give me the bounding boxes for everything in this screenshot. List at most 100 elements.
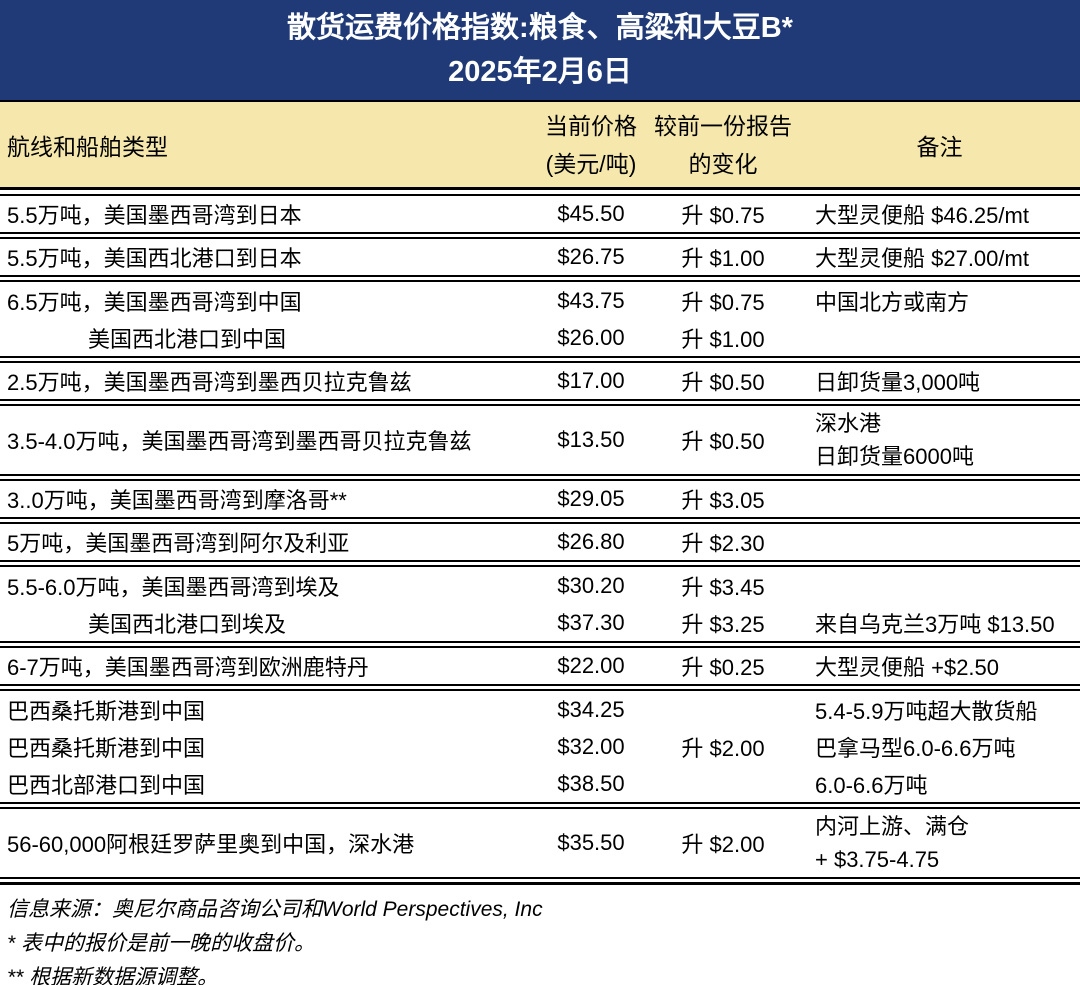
price-cell: $17.00 bbox=[557, 368, 625, 393]
column-header-change: 较前一份报告 的变化 bbox=[647, 107, 799, 183]
route-cell: 巴西北部港口到中国 bbox=[7, 772, 206, 798]
change-cell: 升 $0.25 bbox=[681, 655, 765, 680]
change-cell: 升 $1.00 bbox=[681, 326, 765, 352]
column-header-price: 当前价格 (美元/吨) bbox=[535, 107, 647, 183]
route-cell: 巴西桑托斯港到中国 bbox=[7, 735, 206, 761]
table-row: 美国西北港口到中国 $26.00 升 $1.00 bbox=[0, 319, 1080, 356]
route-group: 3.5-4.0万吨，美国墨西哥湾到墨西哥贝拉克鲁兹 $13.50 升 $0.50… bbox=[0, 404, 1080, 476]
change-cell: 升 $3.05 bbox=[681, 488, 765, 513]
price-cell: $13.50 bbox=[557, 427, 625, 452]
price-cell: $26.75 bbox=[557, 244, 625, 269]
table-row: 巴西桑托斯港到中国 $34.25 5.4-5.9万吨超大散货船 bbox=[0, 691, 1080, 728]
price-cell: $45.50 bbox=[557, 201, 625, 226]
price-cell: $38.50 bbox=[557, 770, 625, 796]
notes-cell: 巴拿马型6.0-6.6万吨 bbox=[815, 735, 1016, 761]
route-group: 5.5万吨，美国墨西哥湾到日本 $45.50 升 $0.75 大型灵便船 $46… bbox=[0, 194, 1080, 234]
price-cell: $30.20 bbox=[557, 572, 625, 598]
price-cell: $26.00 bbox=[557, 324, 625, 350]
note-line: 深水港 bbox=[815, 411, 882, 436]
route-group: 2.5万吨，美国墨西哥湾到墨西贝拉克鲁兹 $17.00 升 $0.50 日卸货量… bbox=[0, 361, 1080, 401]
route-cell: 6.5万吨，美国墨西哥湾到中国 bbox=[7, 289, 302, 315]
route-cell: 6-7万吨，美国墨西哥湾到欧洲鹿特丹 bbox=[7, 655, 369, 680]
table-row: 巴西桑托斯港到中国 $32.00 升 $2.00 巴拿马型6.0-6.6万吨 bbox=[0, 728, 1080, 765]
table-row: 3..0万吨，美国墨西哥湾到摩洛哥** $29.05 升 $3.05 bbox=[0, 481, 1080, 517]
note-line: + $3.75-4.75 bbox=[815, 847, 940, 872]
table-row: 5.5万吨，美国西北港口到日本 $26.75 升 $1.00 大型灵便船 $27… bbox=[0, 239, 1080, 275]
column-header-row: 航线和船舶类型 当前价格 (美元/吨) 较前一份报告 的变化 备注 bbox=[0, 100, 1080, 190]
notes-cell: 内河上游、满仓 + $3.75-4.75 bbox=[799, 810, 1080, 876]
page-title: 散货运费价格指数:粮食、高粱和大豆B* bbox=[287, 12, 793, 44]
route-group: 5.5-6.0万吨，美国墨西哥湾到埃及 $30.20 升 $3.45 美国西北港… bbox=[0, 565, 1080, 643]
route-cell: 5.5万吨，美国墨西哥湾到日本 bbox=[7, 203, 302, 228]
footnote-2: ** 根据新数据源调整。 bbox=[7, 966, 219, 985]
price-cell: $35.50 bbox=[557, 830, 625, 855]
route-group: 5万吨，美国墨西哥湾到阿尔及利亚 $26.80 升 $2.30 bbox=[0, 522, 1080, 562]
table-row: 美国西北港口到埃及 $37.30 升 $3.25 来自乌克兰3万吨 $13.50 bbox=[0, 604, 1080, 641]
change-cell: 升 $3.45 bbox=[681, 574, 765, 600]
route-cell: 巴西桑托斯港到中国 bbox=[7, 698, 206, 724]
table-footer: 信息来源：奥尼尔商品咨询公司和World Perspectives, Inc *… bbox=[0, 882, 1080, 985]
route-cell: 5万吨，美国墨西哥湾到阿尔及利亚 bbox=[7, 531, 350, 556]
notes-cell: 深水港 日卸货量6000吨 bbox=[799, 407, 1080, 473]
price-cell: $22.00 bbox=[557, 653, 625, 678]
price-cell: $26.80 bbox=[557, 529, 625, 554]
route-cell: 美国西北港口到中国 bbox=[88, 326, 287, 352]
notes-cell: 日卸货量3,000吨 bbox=[815, 370, 981, 395]
notes-cell: 6.0-6.6万吨 bbox=[815, 772, 928, 798]
notes-cell: 大型灵便船 $27.00/mt bbox=[815, 246, 1029, 271]
route-cell: 2.5万吨，美国墨西哥湾到墨西贝拉克鲁兹 bbox=[7, 370, 412, 395]
table-row: 巴西北部港口到中国 $38.50 6.0-6.6万吨 bbox=[0, 765, 1080, 802]
price-cell: $32.00 bbox=[557, 733, 625, 759]
table-row: 5万吨，美国墨西哥湾到阿尔及利亚 $26.80 升 $2.30 bbox=[0, 524, 1080, 560]
change-cell: 升 $2.00 bbox=[681, 832, 765, 857]
route-group: 巴西桑托斯港到中国 $34.25 5.4-5.9万吨超大散货船 巴西桑托斯港到中… bbox=[0, 689, 1080, 804]
source-note: 信息来源：奥尼尔商品咨询公司和World Perspectives, Inc bbox=[7, 898, 543, 921]
change-cell: 升 $2.30 bbox=[681, 531, 765, 556]
table-row: 5.5万吨，美国墨西哥湾到日本 $45.50 升 $0.75 大型灵便船 $46… bbox=[0, 196, 1080, 232]
route-group: 5.5万吨，美国西北港口到日本 $26.75 升 $1.00 大型灵便船 $27… bbox=[0, 237, 1080, 277]
notes-cell: 中国北方或南方 bbox=[815, 289, 970, 315]
column-header-notes: 备注 bbox=[916, 133, 963, 160]
change-cell: 升 $0.75 bbox=[681, 203, 765, 228]
route-group: 3..0万吨，美国墨西哥湾到摩洛哥** $29.05 升 $3.05 bbox=[0, 479, 1080, 519]
price-cell: $43.75 bbox=[557, 287, 625, 313]
route-group: 56-60,000阿根廷罗萨里奥到中国，深水港 $35.50 升 $2.00 内… bbox=[0, 807, 1080, 879]
table-row: 6.5万吨，美国墨西哥湾到中国 $43.75 升 $0.75 中国北方或南方 bbox=[0, 282, 1080, 319]
route-cell: 56-60,000阿根廷罗萨里奥到中国，深水港 bbox=[7, 832, 415, 857]
change-cell: 升 $2.00 bbox=[681, 735, 765, 761]
notes-cell: 大型灵便船 $46.25/mt bbox=[815, 203, 1029, 228]
table-row: 6-7万吨，美国墨西哥湾到欧洲鹿特丹 $22.00 升 $0.25 大型灵便船 … bbox=[0, 648, 1080, 684]
route-cell: 美国西北港口到埃及 bbox=[88, 611, 287, 637]
route-cell: 5.5-6.0万吨，美国墨西哥湾到埃及 bbox=[7, 574, 340, 600]
notes-cell: 大型灵便船 +$2.50 bbox=[815, 655, 1000, 680]
price-cell: $29.05 bbox=[557, 486, 625, 511]
change-cell: 升 $3.25 bbox=[681, 611, 765, 637]
table-row: 3.5-4.0万吨，美国墨西哥湾到墨西哥贝拉克鲁兹 $13.50 升 $0.50… bbox=[0, 406, 1080, 474]
price-cell: $37.30 bbox=[557, 609, 625, 635]
route-cell: 3.5-4.0万吨，美国墨西哥湾到墨西哥贝拉克鲁兹 bbox=[7, 429, 472, 454]
price-cell: $34.25 bbox=[557, 696, 625, 722]
route-cell: 5.5万吨，美国西北港口到日本 bbox=[7, 246, 302, 271]
note-line: 日卸货量6000吨 bbox=[815, 444, 974, 469]
change-cell: 升 $0.50 bbox=[681, 429, 765, 454]
column-header-price-line1: 当前价格 bbox=[545, 112, 637, 139]
table-title-banner: 散货运费价格指数:粮食、高粱和大豆B* 2025年2月6日 bbox=[0, 0, 1080, 100]
column-header-change-line1: 较前一份报告 bbox=[654, 112, 792, 139]
table-row: 5.5-6.0万吨，美国墨西哥湾到埃及 $30.20 升 $3.45 bbox=[0, 567, 1080, 604]
column-header-route: 航线和船舶类型 bbox=[7, 133, 168, 160]
change-cell: 升 $1.00 bbox=[681, 246, 765, 271]
column-header-price-line2: (美元/吨) bbox=[545, 150, 637, 177]
notes-cell: 来自乌克兰3万吨 $13.50 bbox=[815, 611, 1055, 637]
table-body: 5.5万吨，美国墨西哥湾到日本 $45.50 升 $0.75 大型灵便船 $46… bbox=[0, 194, 1080, 879]
table-row: 2.5万吨，美国墨西哥湾到墨西贝拉克鲁兹 $17.00 升 $0.50 日卸货量… bbox=[0, 363, 1080, 399]
notes-cell: 5.4-5.9万吨超大散货船 bbox=[815, 698, 1038, 724]
route-group: 6-7万吨，美国墨西哥湾到欧洲鹿特丹 $22.00 升 $0.25 大型灵便船 … bbox=[0, 646, 1080, 686]
route-cell: 3..0万吨，美国墨西哥湾到摩洛哥** bbox=[7, 488, 347, 513]
change-cell: 升 $0.75 bbox=[681, 289, 765, 315]
table-row: 56-60,000阿根廷罗萨里奥到中国，深水港 $35.50 升 $2.00 内… bbox=[0, 809, 1080, 877]
report-date: 2025年2月6日 bbox=[448, 56, 632, 88]
change-cell: 升 $0.50 bbox=[681, 370, 765, 395]
note-line: 内河上游、满仓 bbox=[815, 814, 970, 839]
footnote-1: * 表中的报价是前一晚的收盘价。 bbox=[7, 932, 316, 955]
